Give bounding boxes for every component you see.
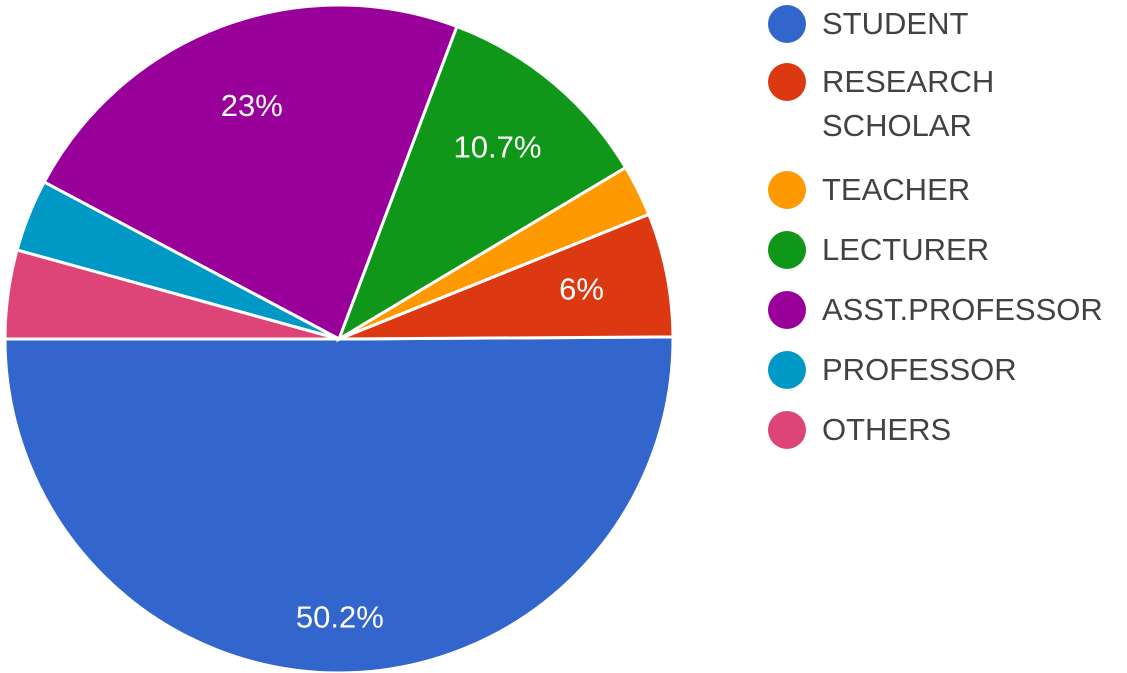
legend-item: OTHERS	[768, 408, 951, 452]
legend-label: OTHERS	[822, 412, 952, 447]
legend-label: RESEARCH SCHOLAR	[822, 64, 995, 143]
legend-swatch-icon	[768, 231, 806, 269]
pie-slice-student	[3, 335, 675, 673]
slice-value-label: 10.7%	[454, 130, 542, 165]
legend-label: TEACHER	[822, 172, 971, 207]
legend-item: ASST.PROFESSOR	[768, 288, 1103, 332]
slice-value-label: 23%	[221, 88, 283, 123]
legend-item: RESEARCH SCHOLAR	[768, 60, 994, 148]
legend-label: LECTURER	[822, 232, 990, 267]
legend-item: LECTURER	[768, 228, 989, 272]
legend-swatch-icon	[768, 291, 806, 329]
slice-value-label: 50.2%	[296, 600, 384, 635]
legend-swatch-icon	[768, 5, 806, 43]
legend-label: STUDENT	[822, 6, 969, 41]
legend-item: PROFESSOR	[768, 348, 1017, 392]
legend-item: TEACHER	[768, 168, 970, 212]
pie-slice-lecturer	[336, 24, 628, 343]
pie-slice-research-scholar	[338, 212, 675, 341]
legend-label: ASST.PROFESSOR	[822, 292, 1103, 327]
pie-plot: 50.2% 6% 10.7% 23%	[3, 3, 675, 673]
legend-label: PROFESSOR	[822, 352, 1017, 387]
legend-swatch-icon	[768, 63, 806, 101]
legend-swatch-icon	[768, 351, 806, 389]
pie-slice-others	[3, 248, 340, 341]
pie-slice-asst-professor	[42, 3, 459, 342]
legend-swatch-icon	[768, 171, 806, 209]
legend-item: STUDENT	[768, 2, 968, 46]
slice-value-label: 6%	[559, 271, 604, 306]
legend-swatch-icon	[768, 411, 806, 449]
